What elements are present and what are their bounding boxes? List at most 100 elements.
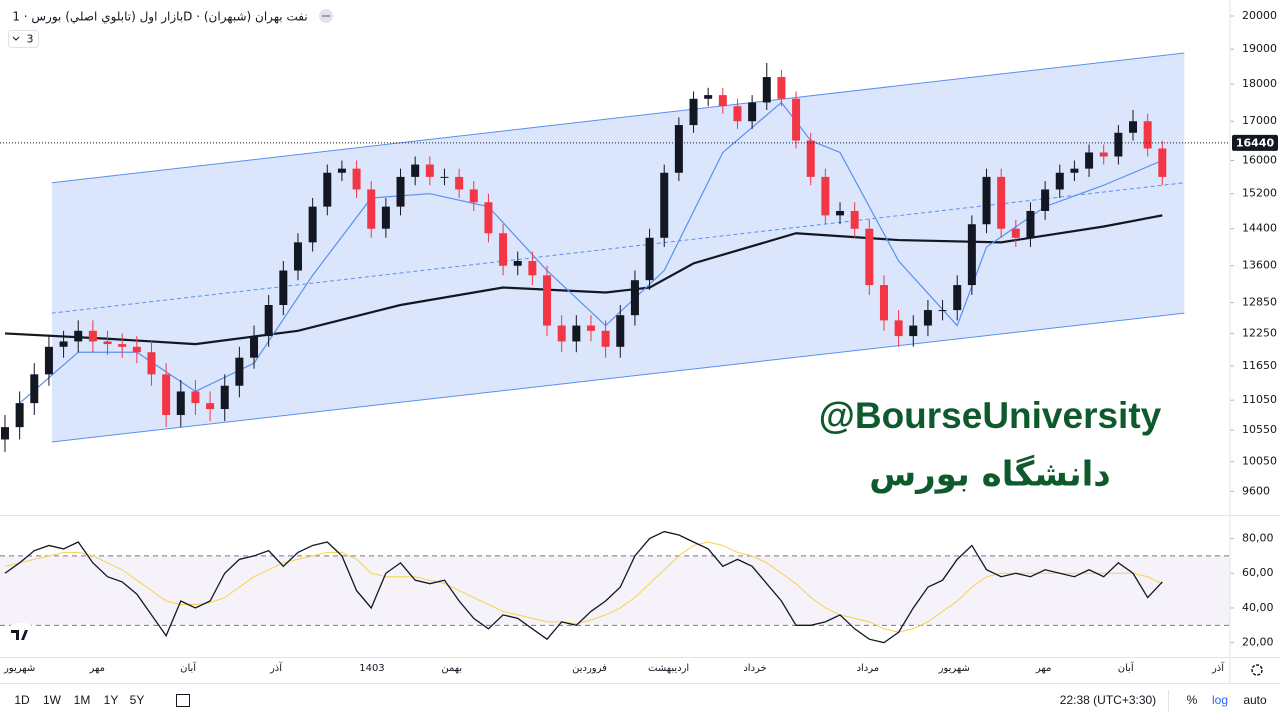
candle-body <box>850 210 859 229</box>
candle-body <box>308 206 317 243</box>
y-tick-label: 20000 <box>1242 9 1277 22</box>
x-tick-label: شهریور <box>938 663 970 674</box>
tv-logo <box>6 623 36 647</box>
candle-body <box>528 260 537 276</box>
candle-body <box>411 164 420 177</box>
candle-body <box>616 315 625 347</box>
y-tick-label: 16000 <box>1242 153 1277 166</box>
y-tick-label: 12250 <box>1242 326 1277 339</box>
range-button[interactable]: 5Y <box>130 693 145 707</box>
candle-body <box>59 341 68 347</box>
candle-body <box>572 325 581 342</box>
candle-body <box>1158 148 1167 177</box>
candle-body <box>748 102 757 122</box>
candle-body <box>1114 132 1123 157</box>
candle-body <box>704 95 713 99</box>
candle-body <box>352 168 361 190</box>
candle-body <box>733 106 742 122</box>
range-button[interactable]: 1W <box>43 693 62 707</box>
auto-toggle[interactable]: auto <box>1243 693 1267 707</box>
candle-body <box>630 280 639 316</box>
chevron <box>12 36 20 41</box>
candle-body <box>162 374 171 416</box>
candle-body <box>513 260 522 266</box>
x-tick-label: خرداد <box>743 663 766 674</box>
y-tick-label: 14400 <box>1242 222 1277 235</box>
y-tick-label: 20,00 <box>1242 636 1274 649</box>
candle-body <box>191 391 200 404</box>
y-tick-label: 11050 <box>1242 393 1277 406</box>
candle-body <box>982 176 991 225</box>
candle-body <box>879 285 888 321</box>
candle-body <box>279 270 288 305</box>
candle-body <box>0 427 9 440</box>
indicator-toggle[interactable] <box>8 30 39 48</box>
candle-body <box>953 285 962 311</box>
candle-body <box>557 325 566 342</box>
y-tick-label: 40,00 <box>1242 601 1274 614</box>
candle-body <box>176 391 185 416</box>
settings[interactable] <box>1251 664 1263 676</box>
x-tick-label: آبان <box>1118 661 1135 674</box>
candle-body <box>396 176 405 207</box>
candle-body <box>1070 168 1079 173</box>
candle-body <box>601 330 610 347</box>
y-tick-label: 18000 <box>1242 77 1277 90</box>
candle-body <box>147 352 156 375</box>
last-price-tag <box>1232 134 1278 151</box>
candle-body <box>499 233 508 266</box>
y-tick-label: 12850 <box>1242 295 1277 308</box>
candle-body <box>118 344 127 347</box>
y-tick-label: 19000 <box>1242 42 1277 55</box>
candle-body <box>1143 121 1152 149</box>
x-tick-label: آبان <box>180 661 197 674</box>
range-button[interactable]: 1M <box>74 693 91 707</box>
candle-body <box>1129 121 1138 133</box>
candle-body <box>997 176 1006 229</box>
log-toggle[interactable]: log <box>1212 693 1228 707</box>
candle-body <box>469 189 478 203</box>
watermark: دانشگاه بورس <box>869 455 1111 495</box>
logo-bg <box>6 623 36 647</box>
range-button[interactable]: 1Y <box>104 693 119 707</box>
band-fill <box>0 555 1230 626</box>
candle-body <box>206 403 215 410</box>
y-tick-label: 10550 <box>1242 423 1277 436</box>
date-range-icon[interactable] <box>176 694 190 707</box>
x-tick-label: مرداد <box>857 663 880 674</box>
candle-body <box>250 336 259 358</box>
candle-body <box>484 202 493 234</box>
candle-body <box>923 310 932 326</box>
rsi-line <box>4 530 1163 644</box>
candle-body <box>235 357 244 386</box>
range-button[interactable]: 1D <box>14 693 30 707</box>
candle-body <box>220 385 229 410</box>
candle-body <box>792 98 801 141</box>
candle-body <box>967 224 976 286</box>
candle-body <box>938 310 947 312</box>
candle-body <box>30 374 39 404</box>
candle-body <box>1041 189 1050 211</box>
x-tick-label: مهر <box>1035 663 1051 674</box>
candle-body <box>293 242 302 271</box>
last-price-label: 16440 <box>1236 136 1275 149</box>
candle-body <box>836 210 845 216</box>
candle-body <box>323 172 332 207</box>
x-tick-label: آذر <box>1211 661 1225 674</box>
y-tick-label: 13600 <box>1242 259 1277 272</box>
candle-body <box>543 275 552 326</box>
y-tick-label: 9600 <box>1242 484 1270 497</box>
candle-body <box>909 325 918 337</box>
candle-body <box>455 176 464 190</box>
x-tick-label: 1403 <box>359 663 384 674</box>
percent-toggle[interactable]: % <box>1187 693 1198 707</box>
candle-body <box>1099 152 1108 157</box>
candle-body <box>586 325 595 331</box>
y-tick-label: 10050 <box>1242 455 1277 468</box>
candle-body <box>1085 152 1094 169</box>
candle-body <box>337 168 346 173</box>
x-tick-label: اردیبهشت <box>648 663 689 674</box>
candle-body <box>88 330 97 342</box>
